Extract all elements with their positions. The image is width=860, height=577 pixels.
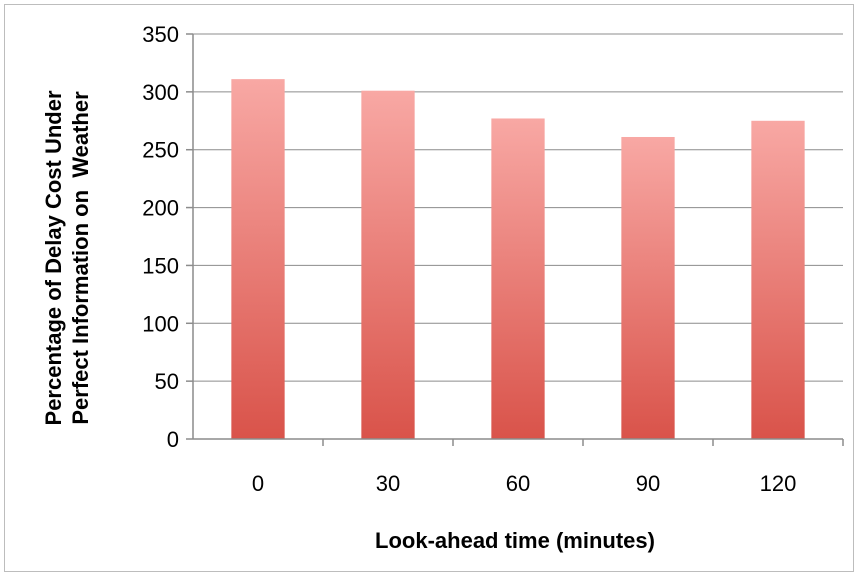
y-tick-label: 300	[142, 80, 179, 105]
y-tick-label: 150	[142, 253, 179, 278]
x-tick-label: 90	[636, 471, 660, 496]
bar-0	[231, 79, 285, 439]
bar-90	[621, 136, 675, 439]
chart-frame	[4, 4, 854, 572]
y-tick-labels: 0 50 100 150 200 250 300 350	[142, 22, 193, 452]
y-tick-label: 250	[142, 138, 179, 163]
y-axis-title-line-2: Perfect Information on Weather	[68, 91, 93, 425]
x-tick-label: 120	[760, 471, 797, 496]
x-tick-label: 60	[506, 471, 530, 496]
bar-60	[491, 118, 545, 439]
y-tick-label: 100	[142, 311, 179, 336]
y-axis-title-line-1: Percentage of Delay Cost Under	[41, 90, 66, 425]
bar-30	[361, 90, 415, 439]
x-tick-labels: 0 30 60 90 120	[252, 439, 844, 496]
y-tick-label: 200	[142, 196, 179, 221]
bars	[231, 79, 805, 440]
y-axis-title: Percentage of Delay Cost Under Perfect I…	[41, 90, 93, 425]
y-tick-label: 50	[155, 369, 179, 394]
bar-120	[751, 120, 805, 440]
y-tick-label: 0	[167, 427, 179, 452]
x-tick-label: 30	[376, 471, 400, 496]
x-tick-label: 0	[252, 471, 264, 496]
x-axis-title: Look-ahead time (minutes)	[375, 528, 655, 553]
axes	[192, 34, 843, 440]
y-tick-label: 350	[142, 22, 179, 47]
